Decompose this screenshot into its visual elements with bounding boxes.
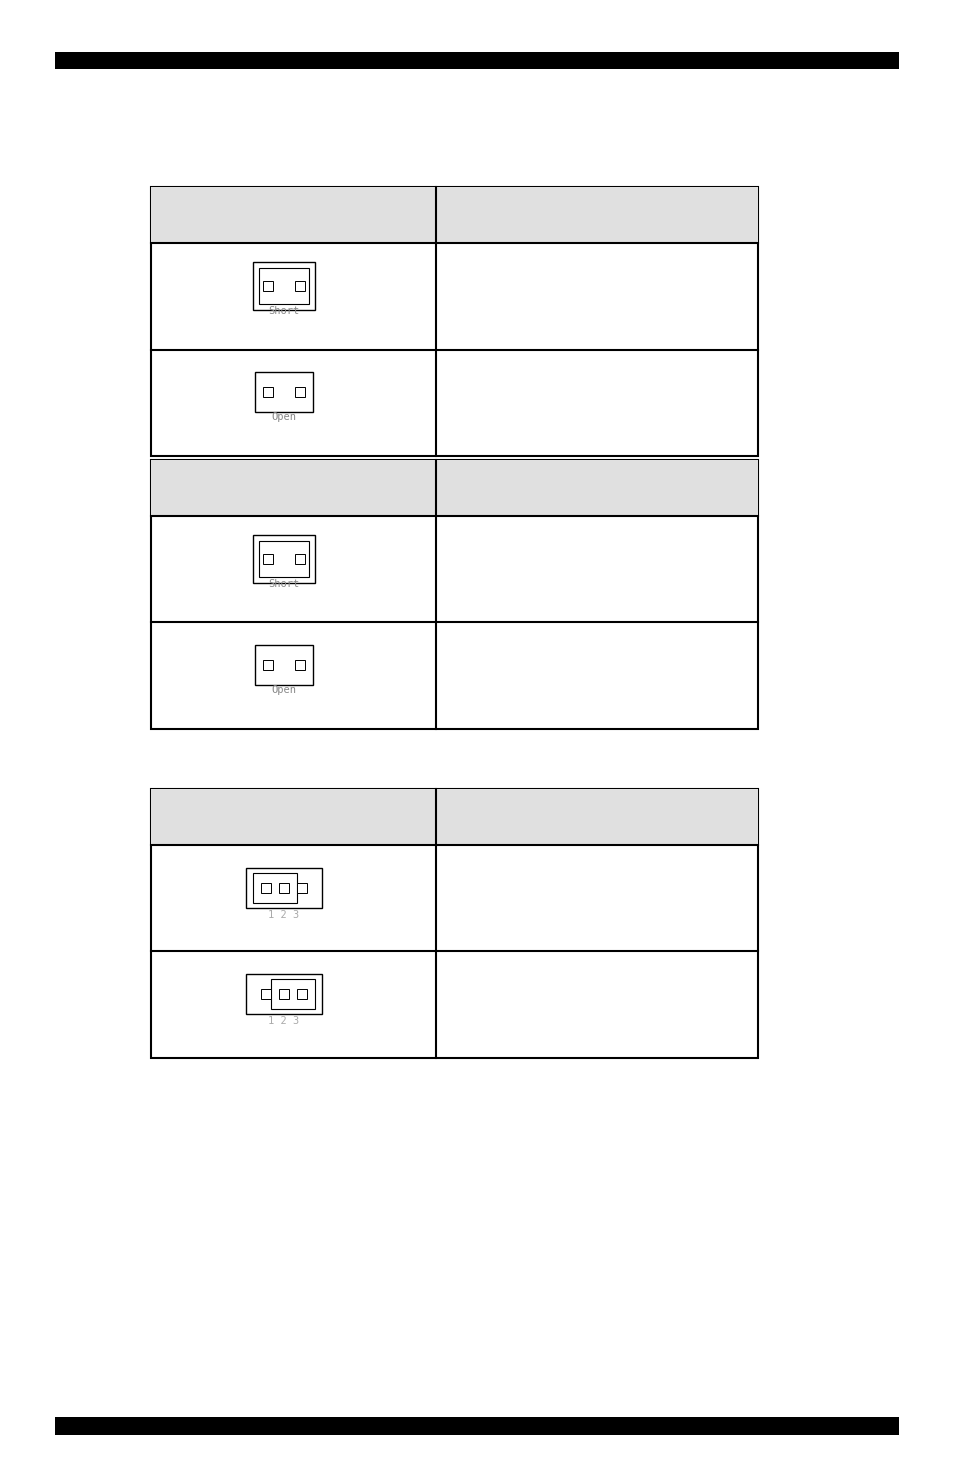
Bar [294, 280, 304, 291]
Text: 1 2 3: 1 2 3 [268, 1016, 299, 1025]
Bar [294, 553, 304, 563]
Bar [262, 386, 273, 397]
Bar [55, 1417, 898, 1435]
Bar [245, 867, 321, 907]
Bar [262, 659, 273, 670]
Text: Open: Open [271, 684, 295, 695]
Bar [253, 263, 314, 310]
Bar [254, 645, 313, 684]
Bar [151, 460, 758, 729]
Bar [151, 460, 758, 516]
Bar [271, 979, 314, 1009]
Bar [151, 789, 758, 845]
Bar [278, 988, 288, 999]
Bar [260, 988, 271, 999]
Bar [260, 882, 271, 892]
Bar [294, 386, 304, 397]
Bar [258, 541, 308, 577]
Bar [296, 882, 306, 892]
Text: Short: Short [268, 578, 299, 589]
Bar [254, 372, 313, 412]
Bar [151, 789, 758, 1058]
Bar [296, 988, 306, 999]
Bar [245, 974, 321, 1013]
Bar [262, 553, 273, 563]
Bar [294, 659, 304, 670]
Bar [253, 873, 296, 903]
Text: Open: Open [271, 412, 295, 422]
Bar [151, 187, 758, 456]
Text: Short: Short [268, 305, 299, 316]
Bar [258, 268, 308, 304]
Bar [253, 535, 314, 583]
Bar [151, 187, 758, 243]
Text: 1 2 3: 1 2 3 [268, 910, 299, 919]
Bar [278, 882, 288, 892]
Bar [55, 52, 898, 69]
Bar [262, 280, 273, 291]
